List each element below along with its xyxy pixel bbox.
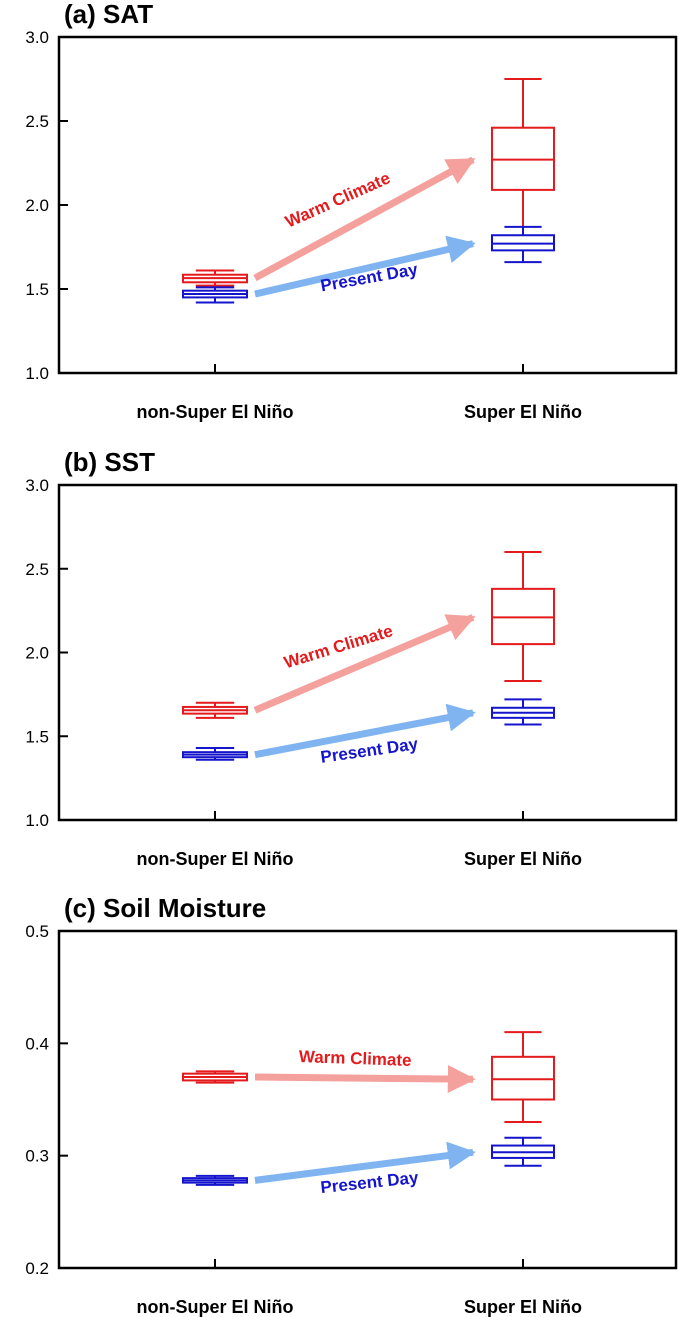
y-tick-label: 0.4 bbox=[25, 1034, 49, 1053]
box-present-2 bbox=[491, 1136, 555, 1167]
y-tick-label: 0.3 bbox=[25, 1147, 49, 1166]
series-label: Warm Climate bbox=[299, 1047, 412, 1070]
category-label: Super El Niño bbox=[464, 402, 582, 422]
trend-arrow-warm bbox=[254, 1065, 476, 1094]
box-present-2 bbox=[491, 698, 555, 726]
y-tick-label: 1.5 bbox=[25, 280, 49, 299]
box-present-1 bbox=[182, 746, 248, 761]
y-tick-label: 3.0 bbox=[25, 28, 49, 47]
panel-2: (b) SST 1.0 1.5 2.0 2.5 3.0 non-Super El Niño S… bbox=[25, 447, 678, 869]
plot-frame bbox=[57, 35, 678, 375]
box-warm-1 bbox=[182, 701, 248, 719]
y-tick-label: 0.5 bbox=[25, 922, 49, 941]
trend-arrow-present bbox=[254, 703, 476, 759]
box-warm-2 bbox=[491, 78, 555, 238]
y-tick-label: 2.0 bbox=[25, 644, 49, 663]
trend-arrow-warm bbox=[253, 156, 476, 282]
y-tick-label: 0.2 bbox=[25, 1259, 49, 1278]
trend-arrow-present bbox=[254, 1141, 476, 1184]
box-warm-1 bbox=[182, 1070, 248, 1084]
y-tick-label: 2.0 bbox=[25, 196, 49, 215]
box-warm-1 bbox=[182, 269, 248, 287]
panel-title: (c) Soil Moisture bbox=[64, 893, 266, 923]
box-warm-2 bbox=[491, 1031, 555, 1123]
panel-3: (c) Soil Moisture 0.2 0.3 0.4 0.5 non-Super E… bbox=[25, 893, 678, 1317]
box-present-1 bbox=[182, 286, 248, 304]
panel-title: (a) SAT bbox=[64, 0, 153, 29]
y-tick-label: 2.5 bbox=[25, 112, 49, 131]
category-label: non-Super El Niño bbox=[137, 849, 294, 869]
category-label: Super El Niño bbox=[464, 849, 582, 869]
y-tick-label: 3.0 bbox=[25, 476, 49, 495]
y-tick-label: 1.5 bbox=[25, 727, 49, 746]
series-label: Warm Climate bbox=[282, 168, 393, 231]
box-present-1 bbox=[182, 1174, 248, 1186]
box-iqr bbox=[491, 1055, 555, 1101]
box-present-2 bbox=[491, 225, 555, 264]
category-label: non-Super El Niño bbox=[137, 1297, 294, 1317]
trend-arrow-warm bbox=[253, 614, 476, 714]
plot-frame bbox=[57, 483, 678, 822]
panel-1: (a) SAT 1.0 1.5 2.0 2.5 3.0 non-Super El Niño S… bbox=[25, 0, 678, 422]
category-label: Super El Niño bbox=[464, 1297, 582, 1317]
panel-title: (b) SST bbox=[64, 447, 155, 477]
y-tick-label: 1.0 bbox=[25, 364, 49, 383]
series-label: Warm Climate bbox=[282, 621, 395, 672]
box-warm-2 bbox=[491, 551, 555, 682]
category-label: non-Super El Niño bbox=[137, 402, 294, 422]
y-tick-label: 1.0 bbox=[25, 811, 49, 830]
trend-arrow-present bbox=[254, 235, 476, 298]
plot-frame bbox=[57, 929, 678, 1270]
y-tick-label: 2.5 bbox=[25, 560, 49, 579]
